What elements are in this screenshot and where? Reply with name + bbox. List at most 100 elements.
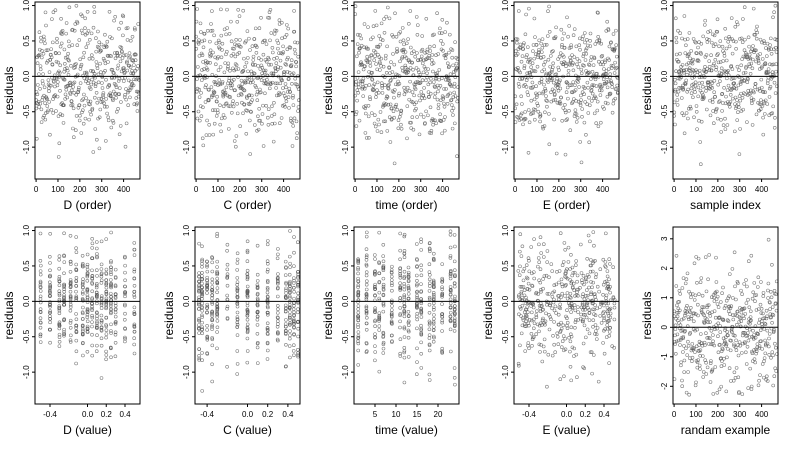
data-point <box>415 283 419 288</box>
data-point <box>722 54 727 58</box>
data-point <box>90 308 94 312</box>
data-point <box>215 259 219 264</box>
data-point <box>747 44 751 49</box>
data-point <box>390 315 394 319</box>
data-point <box>448 301 453 306</box>
data-point <box>38 289 43 293</box>
data-point <box>749 98 754 103</box>
data-point <box>104 292 109 297</box>
data-point <box>381 330 386 335</box>
data-point <box>38 280 43 285</box>
data-point <box>54 109 58 113</box>
data-point <box>265 242 270 247</box>
data-point <box>85 324 90 329</box>
data-point <box>522 66 527 70</box>
data-point <box>402 232 407 237</box>
data-point <box>103 32 107 37</box>
data-point <box>771 383 775 388</box>
data-point <box>210 313 214 318</box>
data-point <box>71 81 76 86</box>
data-point <box>419 237 423 242</box>
data-point <box>124 121 129 126</box>
y-tick-label: -1.0 <box>22 365 31 379</box>
data-point <box>128 54 132 59</box>
data-point <box>762 356 767 360</box>
data-point <box>535 95 539 99</box>
data-point <box>195 116 200 121</box>
data-point <box>385 44 389 49</box>
data-point <box>540 69 544 74</box>
data-point <box>519 331 524 336</box>
data-point <box>705 365 710 370</box>
data-point <box>74 361 78 366</box>
data-point <box>378 68 382 72</box>
data-point <box>543 60 548 64</box>
data-point <box>135 67 139 71</box>
data-point <box>90 106 95 111</box>
data-point <box>288 355 292 360</box>
data-point <box>408 9 413 13</box>
data-point <box>388 102 393 107</box>
data-point <box>755 342 760 346</box>
data-point <box>263 38 267 43</box>
data-point <box>529 65 533 69</box>
data-point <box>90 301 94 306</box>
data-point <box>116 53 120 58</box>
data-point <box>516 269 521 273</box>
data-point <box>403 63 408 68</box>
data-point <box>105 111 109 116</box>
data-point <box>415 293 419 298</box>
data-point <box>39 263 43 268</box>
data-point <box>245 250 250 255</box>
data-point <box>586 111 591 115</box>
data-point <box>202 32 207 36</box>
data-point <box>99 306 104 310</box>
data-point <box>80 282 85 287</box>
data-point <box>262 68 266 73</box>
data-point <box>530 310 534 315</box>
data-point <box>763 351 768 356</box>
data-point <box>113 314 118 319</box>
data-point <box>686 87 690 92</box>
data-point <box>364 262 369 267</box>
data-point <box>453 40 457 44</box>
data-point <box>589 350 594 354</box>
data-point <box>545 384 549 389</box>
data-point <box>219 55 224 60</box>
x-tick-label: 200 <box>233 185 247 194</box>
data-point <box>560 339 565 343</box>
data-point <box>753 48 757 52</box>
data-point <box>62 231 66 236</box>
data-point <box>205 306 209 310</box>
x-tick-label: 0.4 <box>282 410 294 419</box>
data-point <box>381 264 386 268</box>
data-point <box>123 318 127 322</box>
data-point <box>609 79 613 83</box>
data-point <box>605 94 610 99</box>
data-point <box>373 253 377 257</box>
data-point <box>359 36 363 41</box>
data-point <box>595 337 599 341</box>
data-point <box>402 311 407 316</box>
data-point <box>440 293 444 297</box>
data-point <box>696 85 701 90</box>
data-point <box>448 245 453 250</box>
data-point <box>235 257 240 262</box>
data-point <box>690 342 695 346</box>
data-point <box>202 38 207 43</box>
data-point <box>689 295 693 300</box>
data-point <box>556 342 561 346</box>
data-point <box>688 356 692 360</box>
data-point <box>453 311 457 316</box>
data-point <box>607 44 612 49</box>
data-point <box>120 76 124 80</box>
data-point <box>412 93 416 98</box>
data-point <box>210 285 215 289</box>
data-point <box>450 55 454 60</box>
data-point <box>374 62 378 66</box>
data-point <box>543 349 547 354</box>
data-point <box>715 302 720 306</box>
data-point <box>525 71 529 76</box>
data-point <box>378 110 383 114</box>
data-point <box>566 34 570 39</box>
